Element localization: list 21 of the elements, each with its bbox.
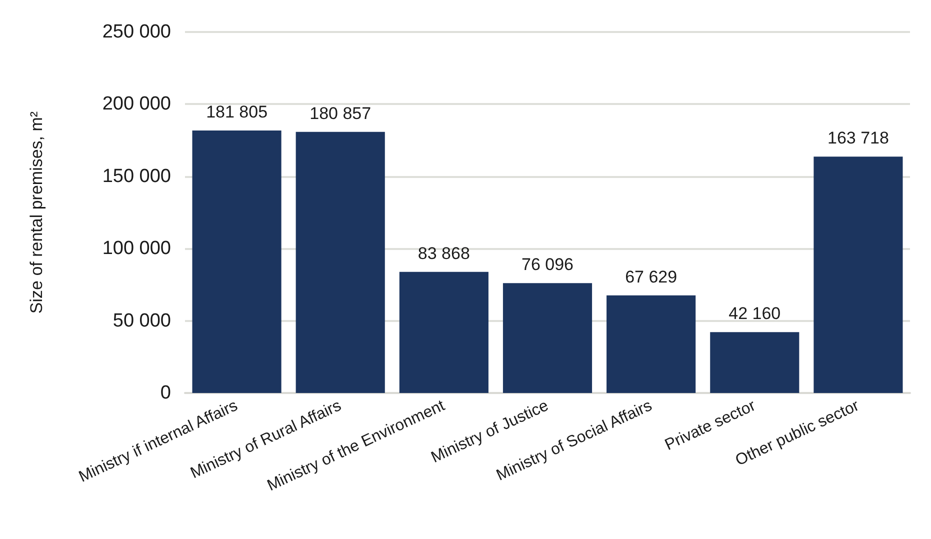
y-tick-label: 50 000	[112, 310, 171, 332]
data-label: 180 857	[310, 104, 372, 123]
data-label: 76 096	[522, 255, 574, 274]
bar	[192, 130, 282, 393]
bar	[296, 132, 385, 393]
bar	[814, 156, 903, 393]
data-label: 83 868	[418, 244, 470, 263]
bar	[710, 332, 800, 393]
bar	[502, 283, 592, 393]
bar	[606, 295, 696, 393]
y-tick-label: 150 000	[102, 166, 171, 187]
data-label: 181 805	[206, 102, 268, 122]
bar	[399, 272, 488, 393]
y-tick-label: 100 000	[102, 238, 171, 260]
data-label: 163 718	[827, 128, 889, 148]
y-tick-label: 250 000	[102, 22, 171, 42]
y-axis-title: Size of rental premises, m²	[27, 111, 46, 314]
y-tick-label: 0	[160, 382, 171, 404]
data-label: 67 629	[625, 267, 678, 286]
y-tick-label: 200 000	[102, 94, 171, 115]
data-label: 42 160	[728, 304, 781, 324]
